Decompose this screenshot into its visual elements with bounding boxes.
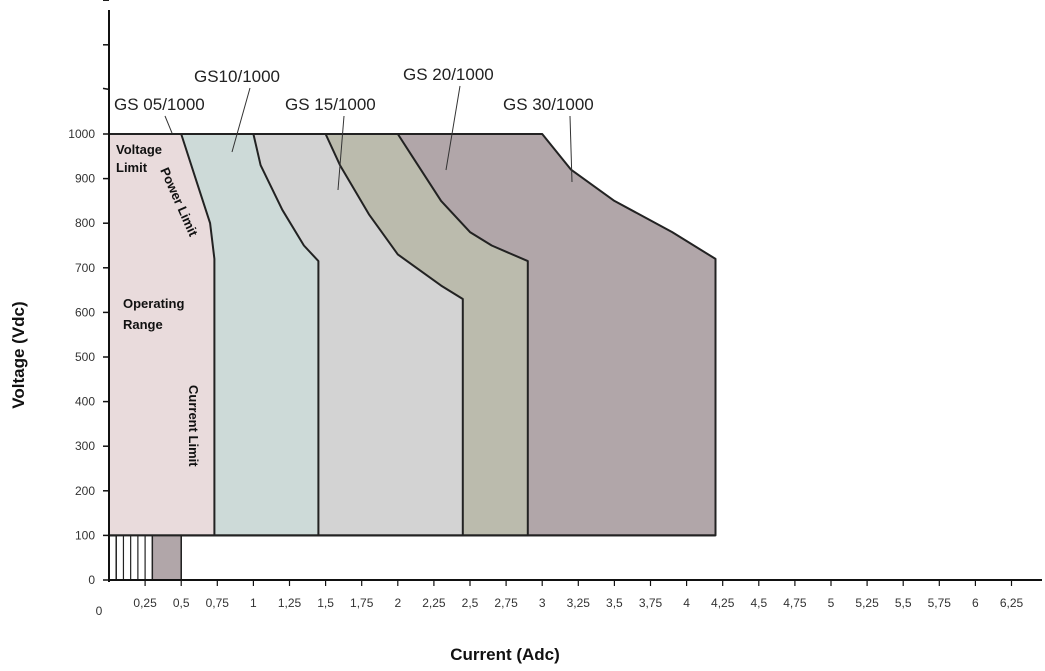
x-tick-label-6: 1,75 bbox=[350, 596, 374, 610]
label-gs15: GS 15/1000 bbox=[285, 95, 376, 114]
leader-gs20 bbox=[445, 85, 461, 171]
x-tick-label-7: 2 bbox=[394, 596, 401, 610]
anno-operating-1: Operating bbox=[123, 296, 184, 311]
x-tick-label-2: 0,75 bbox=[206, 596, 230, 610]
x-tick-label-21: 5,5 bbox=[895, 596, 912, 610]
y-extra-tick-0 bbox=[102, 87, 110, 91]
anno-voltage-1: Voltage bbox=[116, 142, 162, 157]
axes bbox=[102, 0, 1042, 582]
x-tick-label-20: 5,25 bbox=[855, 596, 879, 610]
x-tick-label-4: 1,25 bbox=[278, 596, 302, 610]
leader-gs15 bbox=[337, 115, 345, 191]
x-tick-label-24: 6,25 bbox=[1000, 596, 1024, 610]
y-tick-label-700: 700 bbox=[75, 261, 95, 275]
y-tick-label-100: 100 bbox=[75, 528, 95, 542]
y-tick-label-200: 200 bbox=[75, 484, 95, 498]
y-tick-label-600: 600 bbox=[75, 305, 95, 319]
low-voltage-shaded bbox=[151, 534, 182, 581]
leader-gs05 bbox=[164, 115, 173, 134]
low-voltage-region bbox=[109, 534, 716, 581]
anno-current-limit: Current Limit bbox=[186, 385, 201, 467]
x-tick-label-19: 5 bbox=[828, 596, 835, 610]
x-tick-label-10: 2,75 bbox=[494, 596, 518, 610]
leader-gs30 bbox=[569, 115, 573, 183]
anno-voltage-2: Limit bbox=[116, 160, 148, 175]
x-tick-label-5: 1,5 bbox=[317, 596, 334, 610]
x-tick-label-1: 0,5 bbox=[173, 596, 190, 610]
label-gs10: GS10/1000 bbox=[194, 67, 280, 86]
x-tick-label-23: 6 bbox=[972, 596, 979, 610]
x-tick-label-14: 3,75 bbox=[639, 596, 663, 610]
x-tick-label-8: 2,25 bbox=[422, 596, 446, 610]
label-gs20: GS 20/1000 bbox=[403, 65, 494, 84]
y-tick-label-1000: 1000 bbox=[68, 127, 95, 141]
y-tick-label-900: 900 bbox=[75, 172, 95, 186]
x-tick-label-16: 4,25 bbox=[711, 596, 735, 610]
label-gs30: GS 30/1000 bbox=[503, 95, 594, 114]
x-tick-label-9: 2,5 bbox=[462, 596, 479, 610]
x-tick-label-11: 3 bbox=[539, 596, 546, 610]
x-tick-label-0: 0,25 bbox=[133, 596, 157, 610]
region-gs-05-1000 bbox=[108, 133, 216, 537]
y-axis-title: Voltage (Vdc) bbox=[9, 301, 28, 408]
y-tick-label-500: 500 bbox=[75, 350, 95, 364]
leader-gs10 bbox=[231, 87, 251, 153]
x-tick-label-15: 4 bbox=[683, 596, 690, 610]
operating-regions bbox=[108, 133, 717, 537]
x-tick-label-18: 4,75 bbox=[783, 596, 807, 610]
y-tick-label-400: 400 bbox=[75, 395, 95, 409]
x-tick-label-3: 1 bbox=[250, 596, 257, 610]
model-labels: GS 05/1000 GS10/1000 GS 15/1000 GS 20/10… bbox=[114, 65, 594, 191]
anno-operating-2: Range bbox=[123, 317, 163, 332]
y-tick-label-300: 300 bbox=[75, 439, 95, 453]
y-tick-label-0: 0 bbox=[88, 573, 95, 587]
label-gs05: GS 05/1000 bbox=[114, 95, 205, 114]
x-tick-label-13: 3,5 bbox=[606, 596, 623, 610]
x-axis-title: Current (Adc) bbox=[450, 645, 560, 664]
x-tick-label-17: 4,5 bbox=[750, 596, 767, 610]
x-tick-label-22: 5,75 bbox=[928, 596, 952, 610]
y-tick-label-800: 800 bbox=[75, 216, 95, 230]
y-ticks: 0 100 200 300 400 500 600 700 800 900 1000 bbox=[68, 127, 109, 587]
x-tick-label-12: 3,25 bbox=[567, 596, 591, 610]
x-origin-label: 0 bbox=[96, 604, 103, 618]
x-ticks: 0,25 0,5 0,75 1 1,25 1,5 1,75 2 2,25 2,5 2,75 3 3,25… bbox=[96, 580, 1024, 618]
